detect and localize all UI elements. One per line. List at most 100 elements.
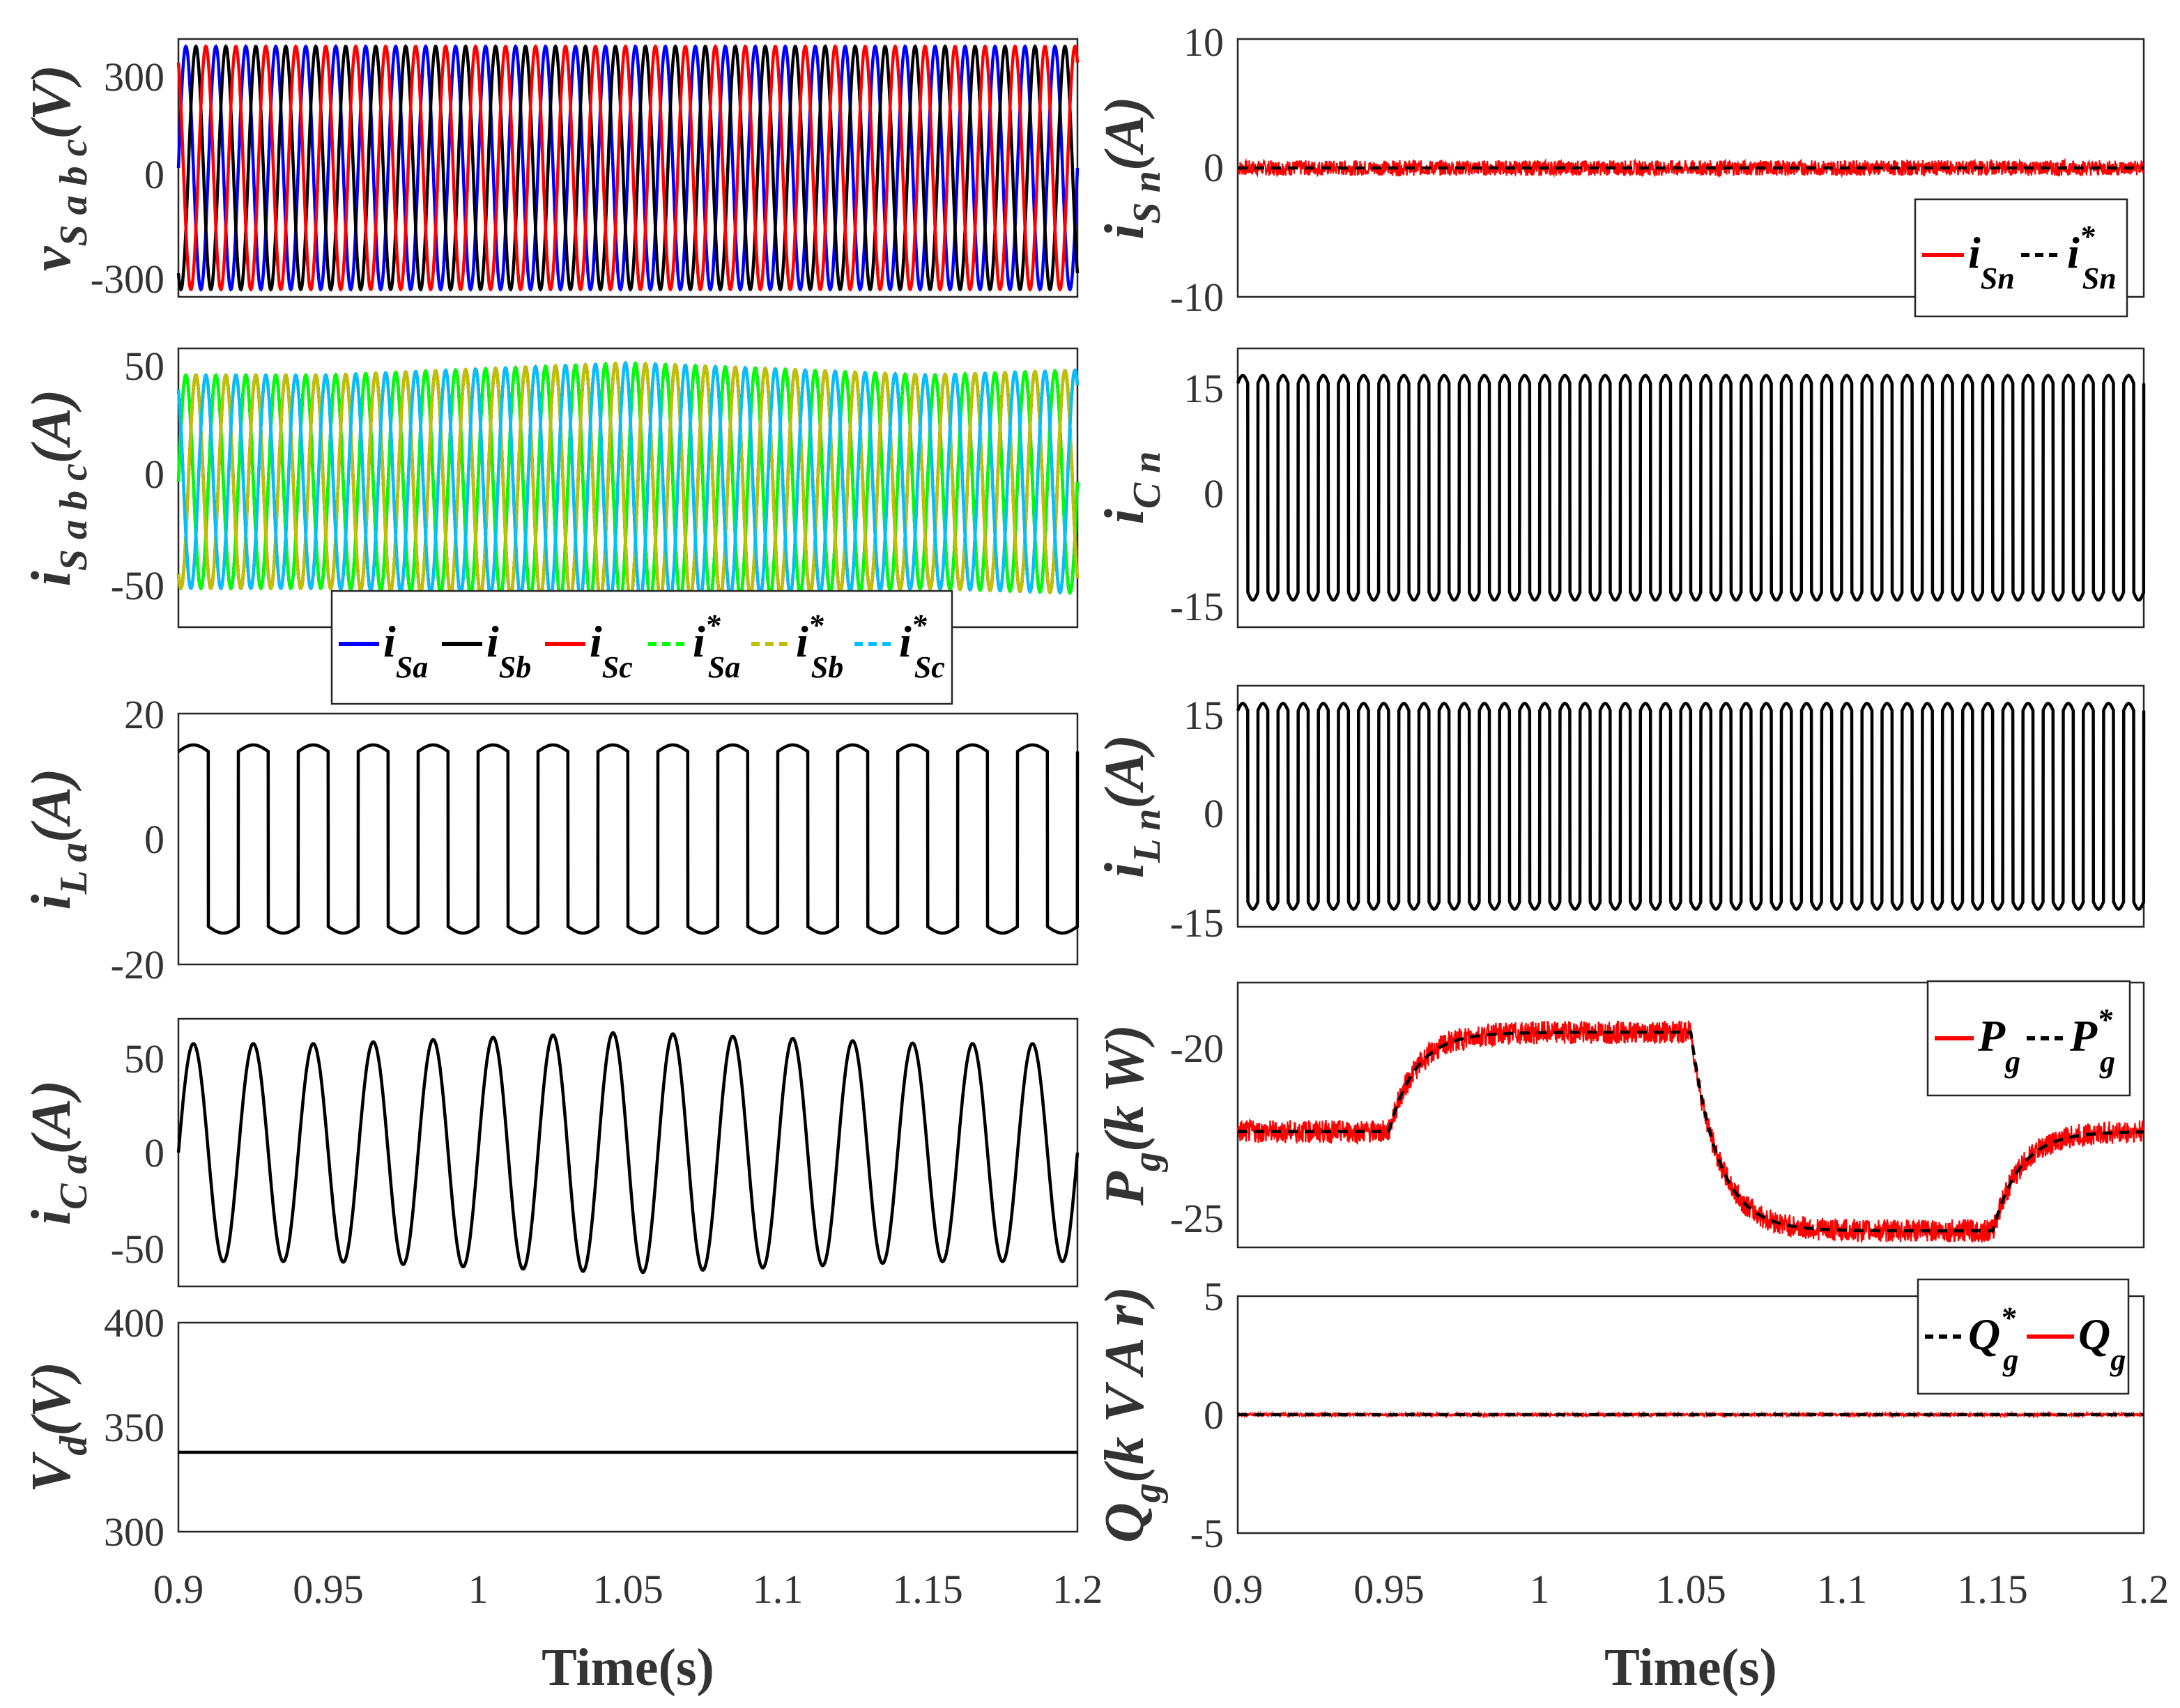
panel-iCa: 50 0 -50 iC a(A) [21, 1017, 1080, 1288]
legend-label-Pg-0: Pg [1977, 1011, 2020, 1079]
ylabel-iLa: iL a(A) [21, 768, 95, 909]
series-line-vs-v_Sb [176, 44, 1080, 292]
ytick-iCn-1: 0 [1204, 471, 1224, 516]
series-group-vs [176, 44, 1080, 292]
series-group-iSn [1236, 157, 2144, 178]
ytick-vd-0: 400 [104, 1300, 164, 1346]
series-line-vs-v_Sa [176, 44, 1080, 292]
legend-items-is: iSa iSb iSc i* Sa i* Sb i* Sc [339, 608, 945, 684]
ytick-iLn-0: 15 [1183, 693, 1224, 738]
ylabel-Qg: Qg(k V A r) [1094, 1286, 1169, 1543]
series-line-iLn-i_Ln [1236, 701, 2146, 911]
legend-label-is-1: iSb [486, 617, 531, 684]
xtick-right-6: 1.2 [2119, 1567, 2170, 1612]
xtick-left-5: 1.15 [892, 1567, 963, 1612]
panel-is: 50 0 -50 iS a b c(A) iSa iSb iSc i* Sa i* Sb i*… [21, 344, 1080, 705]
panel-vd: 400 350 300 Vd(V) 0.9 0.95 1 1.05 1.1 1.… [21, 1300, 1103, 1697]
series-group-Qg [1236, 1410, 2145, 1419]
ytick-iSn-1: 0 [1204, 145, 1224, 190]
legend-label-Qg-1: Qg [2078, 1309, 2126, 1377]
ytick-is-2: -50 [111, 563, 164, 608]
ylabel-is: iS a b c(A) [21, 390, 95, 587]
xtick-left-2: 1 [468, 1567, 489, 1612]
ytick-iLn-2: -15 [1170, 900, 1224, 946]
series-line-is-iref_Sb [176, 361, 1080, 603]
ytick-iCa-1: 0 [144, 1130, 164, 1176]
ytick-Qg-0: 5 [1204, 1274, 1224, 1319]
xticks-right: 0.9 0.95 1 1.05 1.1 1.15 1.2 [1213, 1567, 2170, 1612]
xtick-right-0: 0.9 [1213, 1567, 1264, 1612]
panel-iLa: 20 0 -20 iL a(A) [21, 692, 1080, 987]
xtick-right-1: 0.95 [1353, 1567, 1425, 1612]
ylabel-iSn: iS n(A) [1094, 96, 1169, 239]
ytick-Qg-2: -5 [1190, 1511, 1224, 1556]
ytick-iLa-0: 20 [124, 692, 164, 737]
ytick-iLa-1: 0 [144, 817, 164, 862]
xticks-left: 0.9 0.95 1 1.05 1.1 1.15 1.2 [153, 1567, 1103, 1612]
series-group-is [176, 360, 1080, 603]
series-line-iCa-i_Ca [176, 1031, 1080, 1275]
ytick-is-1: 0 [144, 452, 164, 497]
xtick-left-1: 0.95 [293, 1567, 364, 1612]
legend-label-iSn-1: i* Sn [2067, 220, 2117, 295]
panel-vs: 300 0 -300 vS a b c(V) [21, 38, 1080, 302]
panel-iLn: 15 0 -15 iL n(A) [1094, 684, 2146, 946]
ytick-is-0: 50 [124, 344, 164, 389]
legend-items-iSn: iSn i* Sn [1922, 220, 2117, 295]
series-line-iLa-i_La [177, 743, 1080, 935]
ytick-iLa-2: -20 [111, 942, 164, 987]
ytick-vd-1: 350 [104, 1405, 164, 1450]
ytick-vs-1: 0 [144, 152, 164, 197]
series-group-iCn [1236, 374, 2146, 602]
legend-label-iSn-0: iSn [1968, 228, 2015, 295]
ytick-Qg-1: 0 [1204, 1392, 1224, 1438]
ytick-iCn-0: 15 [1183, 366, 1224, 411]
legend-iSn [1914, 198, 2128, 318]
ytick-vd-2: 300 [104, 1509, 164, 1555]
ylabel-vd: Vd(V) [21, 1362, 95, 1493]
series-line-is-iref_Sc [176, 360, 1080, 602]
legend-label-is-0: iSa [383, 617, 428, 684]
series-line-is-iref_Sa [176, 361, 1080, 603]
legend-is [330, 590, 953, 705]
ytick-iLn-1: 0 [1204, 791, 1224, 836]
ytick-Pg-0: -20 [1170, 1026, 1224, 1071]
xlabel-right: Time(s) [1604, 1638, 1777, 1697]
ytick-Pg-1: -25 [1170, 1196, 1224, 1241]
ylabel-iLn: iL n(A) [1094, 734, 1169, 878]
ylabel-vs: vS a b c(V) [21, 65, 95, 271]
xtick-left-0: 0.9 [153, 1567, 204, 1612]
legend-label-Qg-0: Q* g [1968, 1301, 2018, 1377]
panel-Pg: -20 -25 Pg(k W) Pg P* g [1094, 980, 2145, 1249]
panel-iCn: 15 0 -15 iC n [1094, 347, 2146, 629]
ytick-iCn-2: -15 [1170, 584, 1224, 629]
legend-label-Pg-1: P* g [2069, 1003, 2115, 1079]
xtick-right-2: 1 [1530, 1567, 1550, 1612]
xtick-left-4: 1.1 [753, 1567, 804, 1612]
series-line-iCn-i_Cn [1236, 374, 2146, 602]
ytick-vs-2: -300 [91, 256, 164, 302]
ylabel-iCa: iC a(A) [21, 1080, 95, 1225]
legend-label-is-4: i* Sb [796, 608, 843, 684]
legend-label-is-5: i* Sc [899, 608, 945, 684]
ylabel-iCn: iC n [1094, 452, 1169, 525]
xtick-left-3: 1.05 [592, 1567, 663, 1612]
legend-label-is-2: iSc [590, 617, 633, 684]
plot-area-vd [177, 1321, 1079, 1533]
xtick-right-5: 1.15 [1957, 1567, 2028, 1612]
series-line-Pg-P_g [1236, 1020, 2145, 1244]
ytick-iCa-0: 50 [124, 1036, 164, 1082]
ylabel-Pg: Pg(k W) [1094, 1024, 1169, 1206]
series-group-Pg [1236, 1020, 2145, 1244]
ytick-iSn-0: 10 [1183, 20, 1224, 65]
legend-label-is-3: i* Sa [693, 608, 740, 684]
legend-items-Qg: Q* g Qg [1925, 1301, 2126, 1377]
series-group-iCa [176, 1031, 1080, 1275]
legend-Qg [1917, 1278, 2130, 1395]
legend-items-Pg: Pg P* g [1935, 1003, 2115, 1079]
series-group-iLn [1236, 701, 2146, 911]
xtick-left-6: 1.2 [1052, 1567, 1103, 1612]
panel-Qg: 5 0 -5 Qg(k V A r) Q* g Qg 0.9 0.95 1 1.05… [1094, 1274, 2169, 1697]
series-line-vs-v_Sc [176, 44, 1080, 292]
